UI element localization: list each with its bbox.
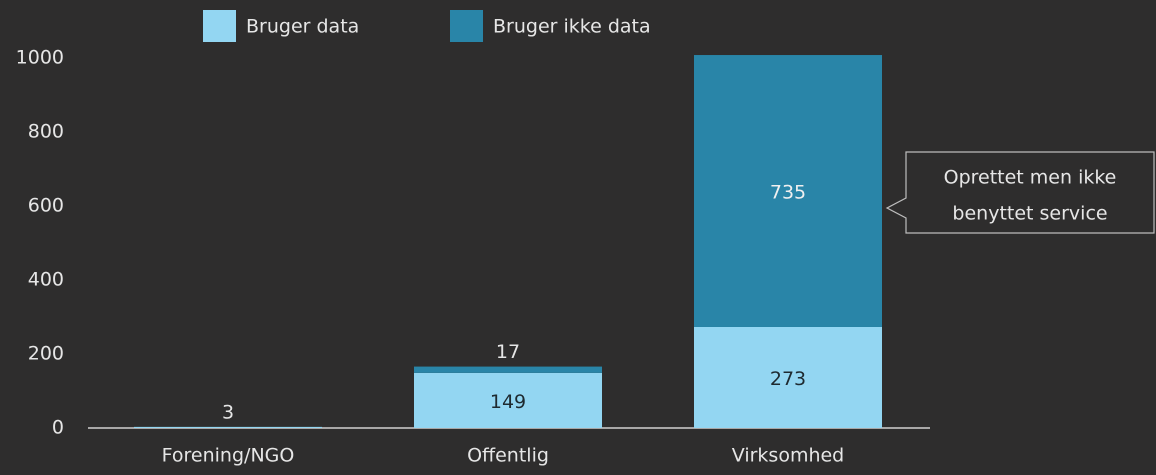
- data-label: 17: [496, 341, 520, 363]
- callout-box: [885, 151, 1155, 234]
- y-tick-label: 200: [28, 343, 64, 365]
- legend-swatch: [203, 10, 236, 42]
- legend-swatch: [450, 10, 483, 42]
- x-tick-label: Offentlig: [467, 445, 549, 467]
- y-tick-label: 800: [28, 121, 64, 143]
- x-tick-label: Virksomhed: [732, 445, 845, 467]
- data-label: 273: [770, 368, 806, 390]
- annotation-line: Oprettet men ikke: [944, 167, 1117, 189]
- y-tick-label: 1000: [16, 47, 64, 69]
- bar-segment: [414, 372, 602, 428]
- bar-segment: [134, 426, 322, 428]
- bar-segment: [694, 326, 882, 428]
- data-label: 735: [770, 182, 806, 204]
- annotation-line: benyttet service: [952, 203, 1107, 225]
- y-tick-label: 0: [52, 417, 64, 439]
- legend-label: Bruger ikke data: [493, 16, 651, 38]
- bar-segment: [694, 55, 882, 327]
- x-tick-label: Forening/NGO: [162, 445, 295, 467]
- bar-segment: [414, 366, 602, 373]
- data-label: 3: [222, 401, 234, 423]
- data-label: 149: [490, 391, 526, 413]
- y-tick-label: 600: [28, 195, 64, 217]
- legend-label: Bruger data: [246, 16, 359, 38]
- y-tick-label: 400: [28, 269, 64, 291]
